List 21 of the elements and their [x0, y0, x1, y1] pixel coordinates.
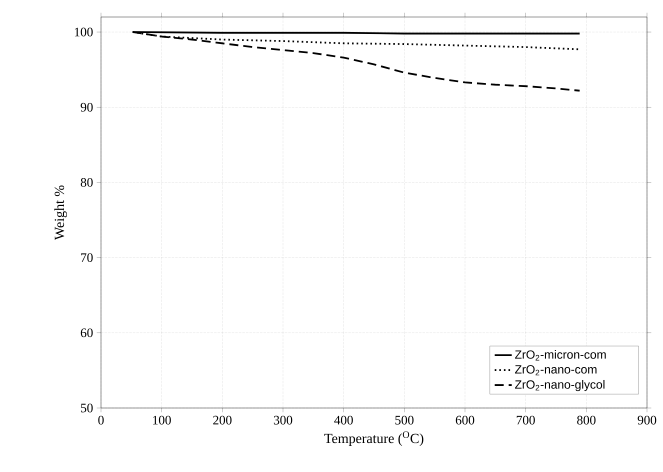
x-tick-label: 600	[456, 416, 474, 425]
y-tick-label: 100	[74, 28, 93, 36]
x-tick-label: 200	[213, 416, 232, 425]
y-tick-label: 80	[80, 178, 93, 187]
x-tick-label: 400	[334, 416, 353, 425]
y-axis-title: Weight %	[54, 185, 67, 240]
x-tick-label: 300	[274, 416, 292, 425]
legend-label: ZrO$_{2}$-nano-com	[515, 365, 596, 376]
legend-label: ZrO$_{2}$-nano-glycol	[515, 380, 604, 392]
x-axis-title: Temperature ($^{O}$C)	[324, 431, 424, 446]
legend-label: ZrO$_{2}$-micron-com	[515, 350, 606, 360]
y-tick-label: 70	[81, 253, 93, 262]
x-tick-label: 500	[395, 416, 414, 425]
x-tick-label: 900	[638, 416, 656, 425]
y-tick-label: 90	[80, 102, 93, 112]
y-tick-label: 50	[81, 404, 93, 412]
x-tick-label: 800	[577, 416, 596, 425]
y-tick-label: 60	[80, 328, 93, 338]
x-tick-label: 0	[98, 416, 104, 425]
x-tick-label: 700	[516, 416, 535, 425]
x-tick-label: 100	[153, 416, 171, 425]
